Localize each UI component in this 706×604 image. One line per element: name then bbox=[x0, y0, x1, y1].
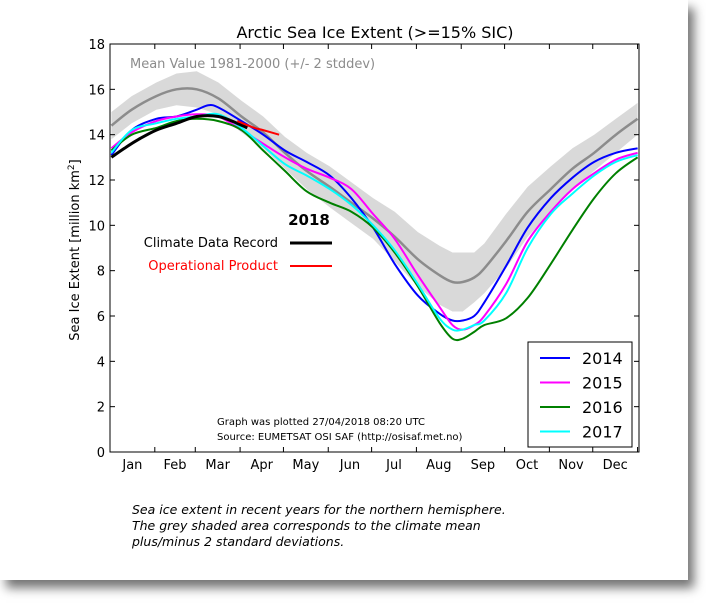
legend-label-2017: 2017 bbox=[582, 423, 623, 442]
y-tick-label: 0 bbox=[97, 446, 105, 461]
series-line-2015 bbox=[110, 113, 638, 331]
legend-label-2015: 2015 bbox=[582, 374, 623, 393]
x-tick-label: Apr bbox=[251, 458, 274, 473]
x-tick-label: Jun bbox=[339, 458, 360, 473]
series-line-2018-cdr bbox=[110, 114, 248, 159]
y-tick-label: 2 bbox=[97, 401, 105, 416]
y-axis-label-main: Sea Ice Extent [million km bbox=[68, 170, 83, 341]
legend-2018-heading: 2018 bbox=[288, 211, 330, 229]
mean-label: Mean Value 1981-2000 (+/- 2 stddev) bbox=[130, 57, 375, 72]
y-axis-label-end: ] bbox=[68, 159, 83, 164]
x-tick-label: Sep bbox=[471, 458, 496, 473]
legend-box bbox=[527, 341, 633, 448]
y-tick-label: 14 bbox=[88, 129, 105, 144]
x-tick-label: Mar bbox=[205, 458, 230, 473]
plot-area: 0 2 4 6 8 10 12 14 16 18 Jan Feb Mar Apr May Jun Jul Aug S… bbox=[88, 38, 640, 473]
series-line-2014 bbox=[110, 104, 638, 323]
figure-caption: Sea ice extent in recent years for the n… bbox=[132, 502, 572, 550]
y-tick-label: 6 bbox=[97, 310, 105, 325]
legend-label-2014: 2014 bbox=[582, 349, 623, 368]
legend-op-label: Operational Product bbox=[148, 259, 278, 274]
x-tick-label: Nov bbox=[558, 458, 584, 473]
series-line-2016 bbox=[110, 117, 639, 342]
series-line-2018-operational bbox=[236, 120, 280, 136]
caption-line-3: plus/minus 2 standard deviations. bbox=[132, 534, 345, 549]
caption-line-1: Sea ice extent in recent years for the n… bbox=[132, 502, 506, 517]
x-tick-label: Dec bbox=[603, 458, 628, 473]
axes-frame bbox=[109, 43, 640, 453]
mean-line bbox=[110, 87, 639, 284]
x-tick-label: Feb bbox=[164, 458, 187, 473]
legend-items: 2014 2015 2016 2017 bbox=[540, 349, 623, 442]
y-tick-label: 10 bbox=[88, 219, 105, 234]
x-tick-label: Jan bbox=[121, 458, 142, 473]
y-axis-label-sup: 2 bbox=[67, 164, 77, 170]
annotation-source: Source: EUMETSAT OSI SAF (http://osisaf.… bbox=[217, 432, 463, 443]
y-tick-label: 4 bbox=[97, 355, 105, 370]
x-tick-label: Jul bbox=[385, 458, 402, 473]
y-tick-label: 16 bbox=[88, 83, 105, 98]
x-tick-label: Oct bbox=[516, 458, 538, 473]
x-tick-label: Aug bbox=[426, 458, 451, 473]
x-tick-label: May bbox=[292, 458, 319, 473]
y-axis-label: Sea Ice Extent [million km2] bbox=[67, 159, 83, 340]
legend-label-2016: 2016 bbox=[582, 398, 623, 417]
legend-cdr-label: Climate Data Record bbox=[144, 236, 278, 251]
y-tick-label: 18 bbox=[88, 38, 105, 53]
annotation-plotted: Graph was plotted 27/04/2018 08:20 UTC bbox=[217, 417, 425, 428]
y-tick-label: 12 bbox=[88, 174, 105, 189]
caption-line-2: The grey shaded area corresponds to the … bbox=[132, 518, 481, 533]
y-tick-label: 8 bbox=[97, 265, 105, 280]
chart-title: Arctic Sea Ice Extent (>=15% SIC) bbox=[236, 23, 513, 42]
